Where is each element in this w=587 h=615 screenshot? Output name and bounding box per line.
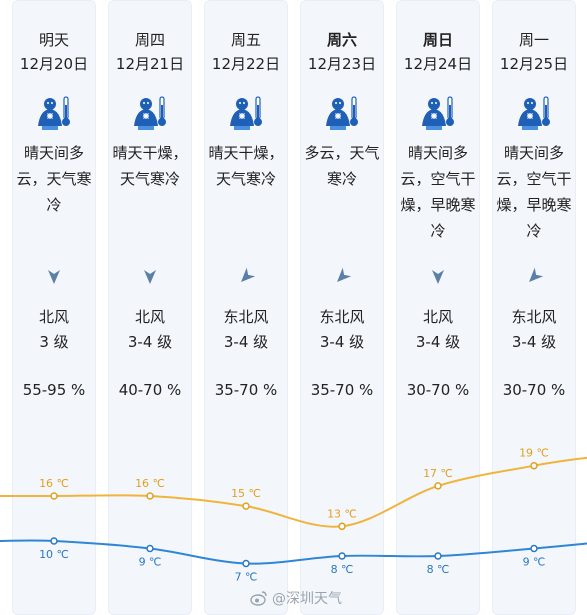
humidity-range: 30-70 % <box>502 381 566 399</box>
high-temp-point <box>530 461 538 470</box>
low-temp-label: 8 ℃ <box>331 563 354 576</box>
high-temp-label: 15 ℃ <box>231 487 261 500</box>
day-column: 周日 12月24日晴天间多云，空气干燥，早晚寒冷北风 3-4 级 30-70 % <box>396 0 480 615</box>
humidity-range: 30-70 % <box>406 381 470 399</box>
day-name: 周四 <box>134 31 165 49</box>
day-date: 12月25日 <box>499 55 569 73</box>
low-temp-label: 8 ℃ <box>427 563 450 576</box>
high-temp-point <box>146 492 154 500</box>
day-name: 明天 <box>38 31 69 49</box>
day-column: 明天 12月20日晴天间多云，天气寒冷北风 3 级 55-95 % <box>12 0 96 615</box>
low-temp-point <box>50 537 58 545</box>
day-name: 周五 <box>230 31 261 49</box>
weather-description: 晴天干燥，天气寒冷 <box>208 144 284 188</box>
high-temp-label: 16 ℃ <box>135 477 165 490</box>
high-temp-point <box>338 522 346 531</box>
low-temp-point <box>242 559 250 568</box>
day-date: 12月20日 <box>19 55 89 73</box>
day-column: 周五 12月22日晴天干燥，天气寒冷东北风 3-4 级 35-70 % <box>204 0 288 615</box>
wind-direction-arrow-icon <box>300 266 384 288</box>
high-temp-point <box>50 492 58 500</box>
low-temp-point <box>338 552 346 560</box>
low-temp-label: 7 ℃ <box>235 571 258 584</box>
wind-direction-arrow-icon <box>108 266 192 288</box>
low-temp-label: 9 ℃ <box>523 556 546 569</box>
weibo-logo-icon <box>250 591 267 606</box>
high-temp-label: 19 ℃ <box>519 447 549 460</box>
freezing-weather-icon <box>108 94 192 136</box>
freezing-weather-icon <box>492 94 576 136</box>
wind-direction: 北风 <box>38 308 69 326</box>
wind-level: 3-4 级 <box>223 333 269 351</box>
weather-description: 晴天干燥，天气寒冷 <box>112 144 188 188</box>
weather-description: 晴天间多云，空气干燥，早晚寒冷 <box>496 144 572 240</box>
wind-direction: 北风 <box>134 308 165 326</box>
day-name: 周一 <box>518 31 549 49</box>
low-temp-point <box>146 544 154 553</box>
day-name: 周日 <box>422 31 453 49</box>
low-temp-point <box>530 544 538 553</box>
humidity-range: 40-70 % <box>118 381 182 399</box>
low-temp-label: 9 ℃ <box>139 556 162 569</box>
day-column: 周四 12月21日晴天干燥，天气寒冷北风 3-4 级 40-70 % <box>108 0 192 615</box>
freezing-weather-icon <box>300 94 384 136</box>
wind-level: 3-4 级 <box>511 333 557 351</box>
freezing-weather-icon <box>396 94 480 136</box>
freezing-weather-icon <box>12 94 96 136</box>
wind-direction-arrow-icon <box>12 266 96 288</box>
wind-level: 3-4 级 <box>319 333 365 351</box>
humidity-range: 35-70 % <box>310 381 374 399</box>
day-column: 周六 12月23日多云，天气寒冷东北风 3-4 级 35-70 % <box>300 0 384 615</box>
wind-direction: 东北风 <box>319 308 365 326</box>
wind-level: 3-4 级 <box>415 333 461 351</box>
humidity-range: 35-70 % <box>214 381 278 399</box>
wind-direction: 东北风 <box>511 308 557 326</box>
wind-direction-arrow-icon <box>396 266 480 288</box>
day-name: 周六 <box>326 31 357 49</box>
low-temp-point <box>434 552 442 560</box>
low-temp-line <box>0 539 587 565</box>
freezing-weather-icon <box>204 94 288 136</box>
high-temp-label: 13 ℃ <box>327 507 357 520</box>
high-temp-line <box>0 456 587 528</box>
high-temp-point <box>434 482 442 490</box>
wind-direction: 东北风 <box>223 308 269 326</box>
wind-direction: 北风 <box>422 308 453 326</box>
wind-level: 3-4 级 <box>127 333 173 351</box>
wind-direction-arrow-icon <box>492 266 576 288</box>
wind-direction-arrow-icon <box>204 266 288 288</box>
watermark-text: @深圳天气 <box>272 591 342 607</box>
day-date: 12月22日 <box>211 55 281 73</box>
weibo-watermark: @深圳天气 <box>250 587 342 609</box>
weather-description: 多云，天气寒冷 <box>304 144 380 188</box>
high-temp-label: 16 ℃ <box>39 477 69 490</box>
high-temp-label: 17 ℃ <box>423 467 453 480</box>
day-date: 12月21日 <box>115 55 185 73</box>
high-temp-point <box>242 502 250 510</box>
humidity-range: 55-95 % <box>22 381 86 399</box>
day-date: 12月24日 <box>403 55 473 73</box>
wind-level: 3 级 <box>39 333 69 351</box>
low-temp-label: 10 ℃ <box>39 548 69 561</box>
weather-description: 晴天间多云，空气干燥，早晚寒冷 <box>400 144 476 240</box>
day-column: 周一 12月25日晴天间多云，空气干燥，早晚寒冷东北风 3-4 级 30-70 % <box>492 0 576 615</box>
day-date: 12月23日 <box>307 55 377 73</box>
weather-description: 晴天间多云，天气寒冷 <box>16 144 92 214</box>
temperature-chart: 16 ℃ 16 ℃ 15 ℃ 13 ℃ 17 ℃ 19 ℃ 10 ℃ 9 ℃ 7 ℃ 8 ℃ 8 ℃… <box>0 447 587 584</box>
